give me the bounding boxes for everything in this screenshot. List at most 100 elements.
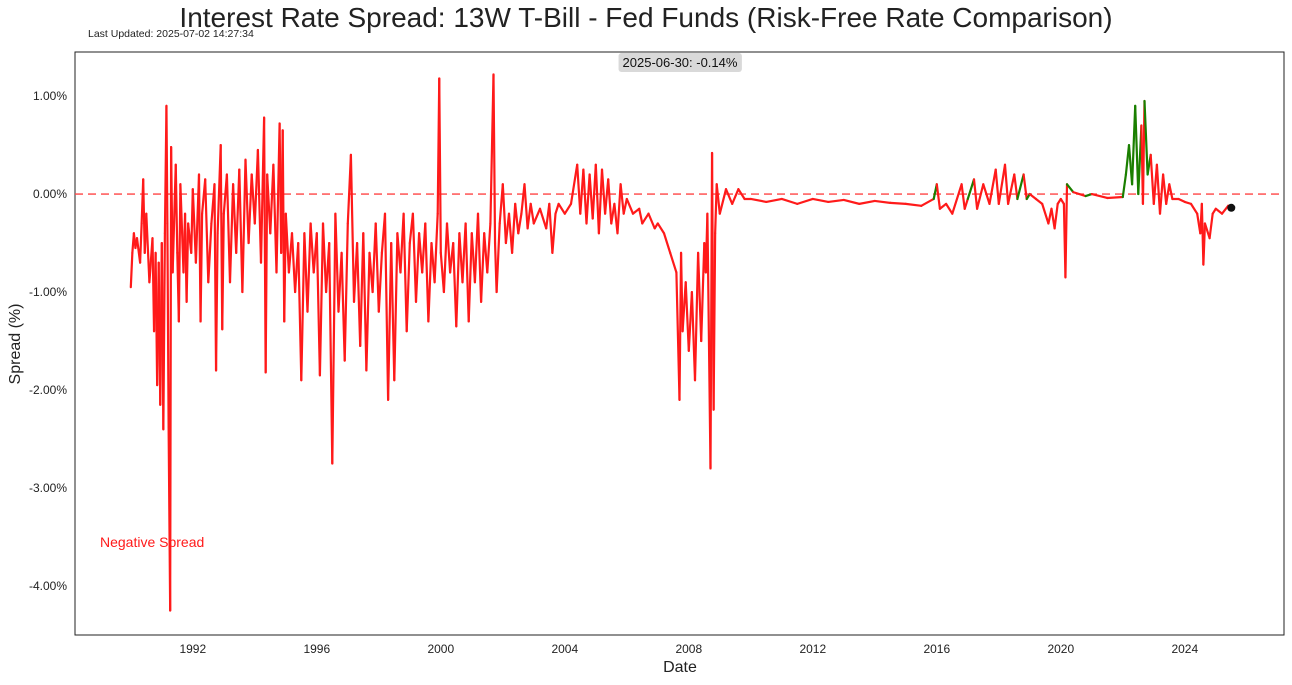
series-segment: [796, 197, 814, 205]
negative-spread-label: Negative Spread: [100, 534, 204, 550]
series-segment: [306, 222, 312, 313]
series-segment: [1220, 204, 1230, 215]
series-segment: [411, 212, 418, 303]
series-segment: [438, 77, 442, 254]
y-tick-label: 1.00%: [33, 89, 67, 103]
latest-value-marker: [1227, 203, 1236, 212]
series-segment: [247, 173, 253, 245]
y-tick-label: -2.00%: [29, 383, 67, 397]
series-segment: [548, 202, 554, 254]
series-segment: [1149, 153, 1155, 205]
series-segment: [951, 183, 963, 215]
series-segment: [445, 222, 452, 274]
series-segment: [858, 199, 876, 205]
series-segment: [1034, 197, 1044, 205]
series-segment: [1090, 192, 1109, 200]
plot-frame: [74, 51, 1285, 636]
series-segment: [362, 232, 368, 372]
series-segment: [1013, 173, 1019, 201]
x-axis-label: Date: [663, 659, 697, 676]
series-segment: [1003, 163, 1010, 205]
series-segment: [715, 183, 721, 215]
series-segment: [563, 202, 573, 215]
series-segment: [1053, 202, 1059, 230]
series-segment: [647, 212, 656, 230]
spread-series: [129, 73, 1233, 612]
series-segment: [700, 241, 706, 343]
y-tick-label: -4.00%: [29, 579, 67, 593]
y-axis-ticks: 1.00% 0.00% -1.00% -2.00% -3.00% -4.00%: [29, 89, 67, 593]
series-segment: [1006, 173, 1016, 205]
series-segment: [600, 168, 607, 215]
series-segment: [641, 212, 650, 225]
series-segment: [944, 202, 954, 215]
series-segment: [1208, 212, 1214, 240]
series-segment: [455, 232, 461, 328]
series-segment: [938, 202, 948, 210]
series-segment: [619, 183, 625, 215]
series-segment: [377, 251, 383, 313]
series-segment: [510, 202, 517, 254]
series-segment: [427, 241, 433, 323]
series-segment: [920, 197, 935, 207]
series-segment: [551, 212, 557, 254]
series-segment: [731, 188, 740, 205]
series-segment: [988, 168, 997, 205]
series-segment: [424, 222, 430, 323]
series-segment: [214, 232, 219, 372]
series-segment: [1028, 192, 1038, 201]
series-segment: [529, 202, 535, 225]
series-segment: [526, 202, 532, 230]
series-segment: [1161, 173, 1168, 205]
series-segment: [486, 222, 492, 274]
series-segment: [433, 212, 439, 284]
series-segment: [811, 197, 830, 204]
series-segment: [405, 241, 411, 333]
series-segment: [1064, 183, 1069, 279]
series-segment: [966, 178, 976, 201]
series-segment: [975, 183, 985, 210]
series-segment: [1016, 173, 1025, 201]
series-segment: [1155, 163, 1162, 215]
series-segment: [442, 222, 449, 294]
series-segment: [873, 199, 892, 204]
series-segment: [162, 232, 166, 431]
series-segment: [383, 212, 390, 401]
series-segment: [349, 153, 356, 303]
series-segment: [638, 207, 644, 225]
series-segment: [514, 202, 520, 235]
x-tick-label: 1992: [179, 642, 206, 656]
y-tick-label: -1.00%: [29, 285, 67, 299]
series-segment: [994, 168, 1000, 205]
x-tick-label: 2020: [1047, 642, 1074, 656]
series-segment: [492, 73, 497, 245]
series-segment: [402, 212, 408, 333]
series-segment: [765, 197, 783, 204]
series-segment: [842, 198, 861, 205]
series-segment: [165, 104, 169, 225]
x-tick-label: 2008: [675, 642, 702, 656]
series-segment: [501, 183, 507, 245]
series-segment: [625, 197, 635, 215]
series-segment: [283, 212, 287, 323]
series-segment: [129, 251, 134, 289]
series-segment: [228, 183, 235, 284]
series-segment: [827, 198, 845, 204]
series-segment: [139, 222, 143, 264]
series-segment: [387, 241, 393, 401]
series-segment: [1041, 202, 1050, 225]
series-segment: [343, 222, 349, 362]
series-segment: [712, 232, 717, 411]
series-segment: [145, 212, 151, 284]
series-segment: [517, 212, 523, 235]
series-segment: [1158, 173, 1165, 215]
y-tick-label: 0.00%: [33, 187, 67, 201]
x-axis-ticks: 1992 1996 2000 2004 2008 2012 2016 2020 2024: [179, 642, 1198, 656]
latest-value-annotation: 2025-06-30: -0.14%: [623, 55, 738, 70]
series-segment: [889, 201, 907, 205]
series-segment: [300, 232, 306, 382]
series-segment: [656, 222, 666, 235]
series-segment: [1121, 173, 1128, 199]
series-segment: [331, 212, 337, 465]
